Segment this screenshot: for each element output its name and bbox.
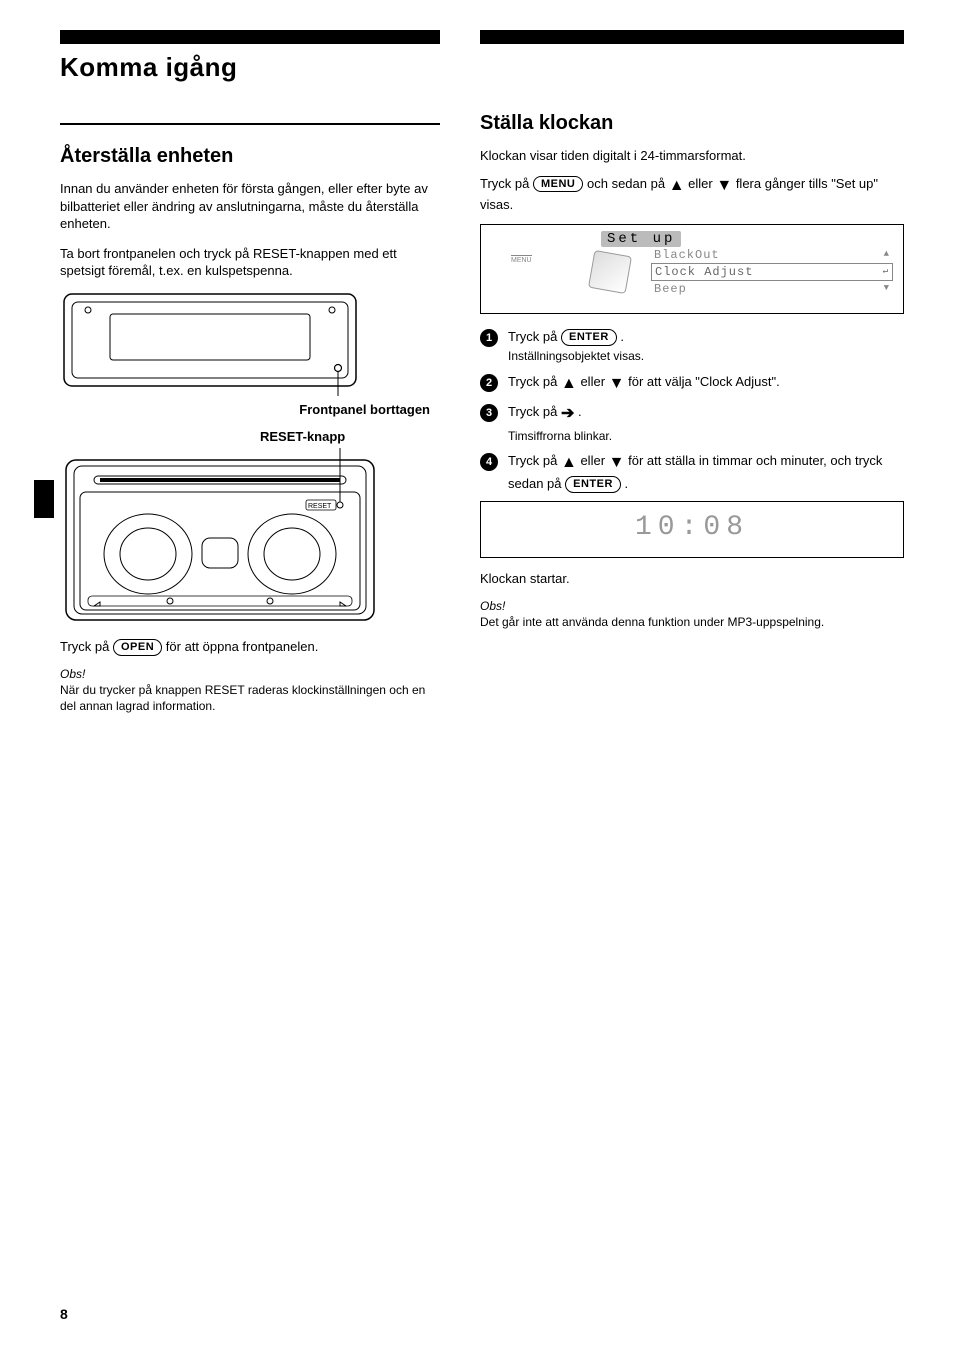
step-sub: Inställningsobjektet visas. (508, 348, 904, 365)
figure-label: Frontpanel borttagen (60, 402, 440, 417)
open-button-label: OPEN (113, 639, 162, 656)
figure-label: RESET-knapp (60, 429, 440, 444)
paragraph: Innan du använder enheten för första gån… (60, 180, 440, 233)
text: Tryck på (508, 329, 561, 344)
side-tab (34, 480, 54, 518)
page-number: 8 (60, 1306, 68, 1322)
text: eller (580, 453, 608, 468)
lcd-cube-icon (588, 250, 632, 294)
figure-front-panel: Frontpanel borttagen (60, 290, 440, 417)
scroll-down-icon: ▼ (884, 284, 890, 293)
subheading: Återställa enheten (60, 145, 440, 168)
scroll-up-icon: ▲ (884, 250, 890, 259)
section-bar (60, 30, 440, 44)
lcd-item-selected: Clock Adjust ↵ (651, 263, 893, 281)
figure-reset-unit: RESET-knapp (60, 429, 440, 626)
text: eller (688, 176, 716, 191)
step-sub: Timsiffrorna blinkar. (508, 428, 904, 445)
lcd-item-label: Beep (654, 282, 687, 296)
step-list: 1 Tryck på ENTER . Inställningsobjektet … (480, 328, 904, 494)
arrow-down-icon: ▼ (716, 175, 732, 197)
text: . (620, 329, 624, 344)
unit-svg: RESET (60, 446, 380, 626)
text: . (578, 404, 582, 419)
left-column: Komma igång Återställa enheten Innan du … (60, 30, 440, 724)
open-tip: Tryck på OPEN för att öppna frontpanelen… (60, 638, 440, 656)
lcd-title: Set up (601, 231, 681, 247)
lcd-item-label: BlackOut (654, 248, 720, 262)
enter-arrow-icon: ↵ (883, 267, 889, 276)
step: 1 Tryck på ENTER . Inställningsobjektet … (480, 328, 904, 365)
lcd-item: BlackOut ▲ (651, 247, 893, 263)
note-head: Obs! (480, 599, 505, 613)
right-column: Ställa klockan Klockan visar tiden digit… (480, 30, 904, 724)
text: Tryck på (480, 176, 533, 191)
lcd-items: BlackOut ▲ Clock Adjust ↵ Beep ▼ (651, 247, 893, 297)
lcd-item-label: Clock Adjust (655, 265, 753, 279)
closing-text: Klockan startar. (480, 570, 904, 588)
note-body: Det går inte att använda denna funktion … (480, 615, 824, 629)
paragraph: Ta bort frontpanelen och tryck på RESET-… (60, 245, 440, 280)
text: eller (580, 374, 608, 389)
text: Tryck på (508, 374, 561, 389)
text: för att välja "Clock Adjust". (628, 374, 780, 389)
lcd-item: Beep ▼ (651, 281, 893, 297)
clock-display: 10:08 (480, 501, 904, 558)
step: 3 Tryck på ➔ . Timsiffrorna blinkar. (480, 403, 904, 444)
divider-rule (60, 123, 440, 125)
tip-lead: Tryck på (60, 639, 113, 654)
note: Obs! När du trycker på knappen RESET rad… (60, 666, 440, 715)
text: och sedan på (587, 176, 669, 191)
lcd-menu-tag: MENU (511, 255, 532, 264)
clock-digits: 10:08 (635, 512, 749, 543)
step-body: Tryck på ENTER . Inställningsobjektet vi… (508, 328, 904, 365)
lcd-screen: Set up MENU BlackOut ▲ Clock Adjust ↵ Be… (480, 224, 904, 314)
arrow-up-icon: ▲ (561, 452, 577, 474)
step-number: 3 (480, 404, 498, 422)
right-heading: Ställa klockan (480, 112, 904, 135)
step-number: 4 (480, 453, 498, 471)
enter-button-label: ENTER (561, 329, 617, 346)
step-body: Tryck på ▲ eller ▼ för att välja "Clock … (508, 373, 904, 395)
note: Obs! Det går inte att använda denna funk… (480, 598, 904, 630)
arrow-down-icon: ▼ (609, 452, 625, 474)
intro-paragraph: Klockan visar tiden digitalt i 24-timmar… (480, 147, 904, 165)
step: 2 Tryck på ▲ eller ▼ för att välja "Cloc… (480, 373, 904, 395)
front-panel-svg (60, 290, 360, 400)
press-menu-instruction: Tryck på MENU och sedan på ▲ eller ▼ fle… (480, 175, 904, 214)
step: 4 Tryck på ▲ eller ▼ för att ställa in t… (480, 452, 904, 493)
text: Tryck på (508, 453, 561, 468)
step-body: Tryck på ▲ eller ▼ för att ställa in tim… (508, 452, 904, 493)
step-number: 2 (480, 374, 498, 392)
menu-button-label: MENU (533, 176, 583, 193)
page-content: Komma igång Återställa enheten Innan du … (0, 0, 954, 754)
arrow-down-icon: ▼ (609, 373, 625, 395)
reset-text: RESET (308, 503, 332, 510)
note-body: När du trycker på knappen RESET raderas … (60, 683, 425, 713)
text: Tryck på (508, 404, 561, 419)
enter-button-label: ENTER (565, 476, 621, 493)
text: . (625, 476, 629, 491)
note-head: Obs! (60, 667, 85, 681)
step-body: Tryck på ➔ . Timsiffrorna blinkar. (508, 403, 904, 444)
arrow-up-icon: ▲ (669, 175, 685, 197)
tip-tail: för att öppna frontpanelen. (166, 639, 319, 654)
section-bar (480, 30, 904, 44)
arrow-right-icon: ➔ (561, 403, 574, 425)
step-number: 1 (480, 329, 498, 347)
main-heading: Komma igång (60, 52, 440, 83)
arrow-up-icon: ▲ (561, 373, 577, 395)
